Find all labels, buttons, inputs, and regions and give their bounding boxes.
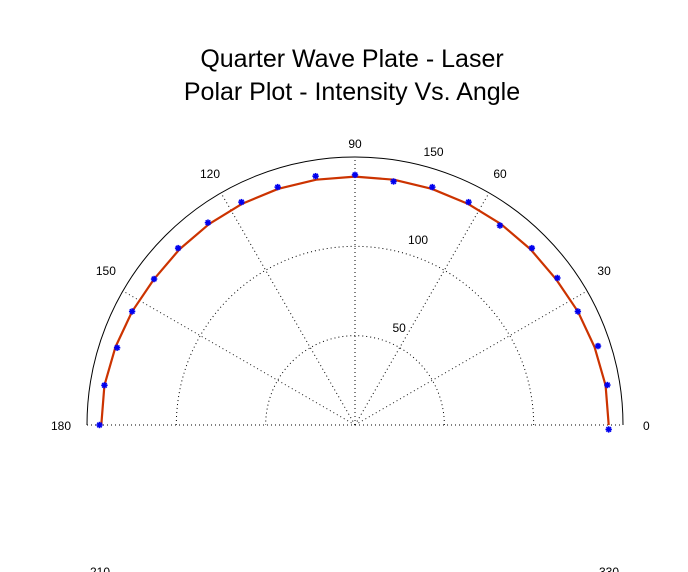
data-point: [96, 421, 103, 429]
angle-label-60: 60: [493, 167, 507, 181]
grid-circle-50: [265, 335, 445, 426]
polar-grid: [86, 156, 624, 426]
chart-title-line2: Polar Plot - Intensity Vs. Angle: [184, 78, 520, 106]
grid-spoke-150: [122, 290, 356, 426]
data-point: [128, 308, 136, 315]
data-point: [574, 308, 582, 315]
data-point: [554, 274, 561, 282]
angle-label-150: 150: [96, 264, 116, 278]
data-point: [390, 178, 397, 185]
outer-boundary: [86, 156, 624, 426]
data-point: [604, 381, 611, 389]
data-point: [150, 275, 158, 283]
angle-label-30: 30: [597, 264, 611, 278]
grid-circle-100: [175, 245, 535, 426]
grid-spoke-120: [220, 192, 356, 426]
data-point: [113, 344, 121, 351]
data-point: [594, 342, 602, 350]
data-point: [605, 426, 612, 433]
data-point: [174, 244, 182, 252]
tick-labels-layer: 0 30 60 90 120 150 180 210 330 50 100 150: [51, 137, 650, 572]
angle-label-180: 180: [51, 419, 71, 433]
grid-spoke-60: [354, 192, 490, 426]
radial-label-50: 50: [393, 321, 407, 335]
data-point: [429, 183, 436, 191]
data-point: [312, 172, 319, 180]
angle-label-90: 90: [348, 137, 362, 151]
angle-label-120: 120: [200, 167, 220, 181]
chart-title-line1: Quarter Wave Plate - Laser: [200, 45, 503, 73]
data-points-layer: [96, 171, 612, 433]
angle-label-210: 210: [90, 565, 110, 572]
data-point: [351, 171, 359, 179]
radial-label-100: 100: [408, 233, 428, 247]
angle-label-330: 330: [599, 565, 619, 572]
grid-spoke-30: [354, 290, 588, 426]
data-point: [465, 198, 472, 206]
data-point: [274, 183, 281, 191]
data-point: [204, 219, 212, 226]
radial-label-150: 150: [424, 145, 444, 159]
data-point: [528, 244, 536, 252]
data-point: [238, 198, 245, 206]
data-point: [496, 222, 504, 229]
angle-label-0: 0: [643, 419, 650, 433]
data-point: [101, 382, 108, 389]
